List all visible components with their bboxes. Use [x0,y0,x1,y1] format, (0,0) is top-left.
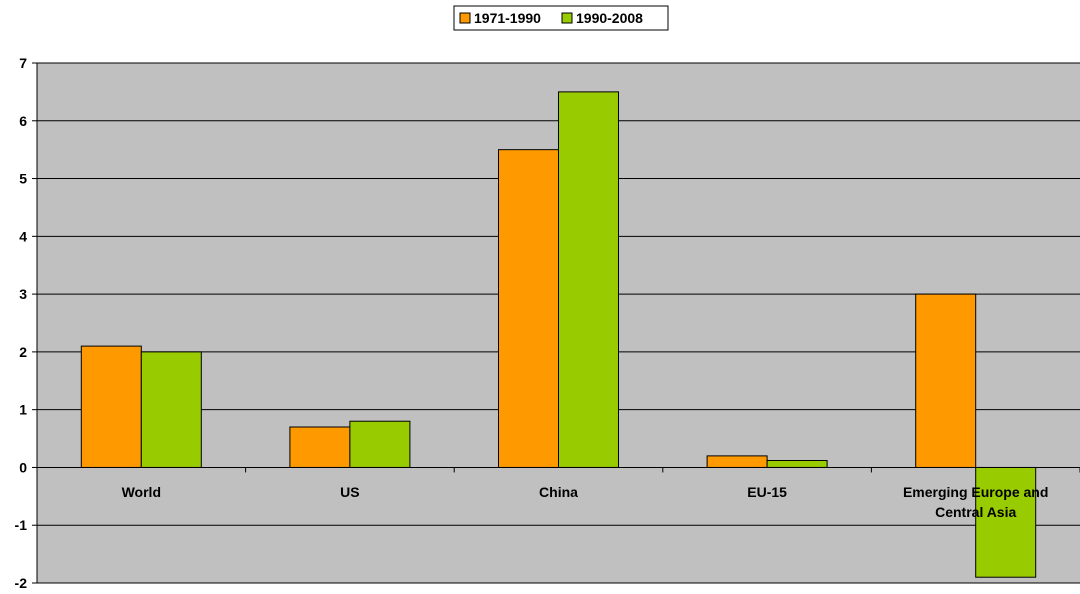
x-tick-label: China [539,484,578,500]
bar [289,426,351,468]
bar [80,345,142,468]
y-tick-label: -2 [15,575,28,591]
chart-legend: 1971-1990 1990-2008 [453,5,669,31]
bar [975,466,1037,578]
legend-swatch [561,12,573,24]
y-tick-label: 7 [19,55,27,71]
bar [706,455,768,468]
axes [36,63,1080,583]
bars [80,91,1037,578]
legend-label: 1990-2008 [576,10,643,26]
bar [498,149,559,468]
bar [558,91,619,468]
bar [140,351,202,468]
legend-label: 1971-1990 [474,10,541,26]
x-tick-label: US [340,484,359,500]
x-axis-labels: World US China EU-15 Emerging Europe and Cent… [122,484,1049,520]
y-tick-label: 2 [19,344,27,360]
y-tick-label: 6 [19,113,27,129]
y-tick-label: 5 [19,171,27,187]
x-tick-label: World [122,484,161,500]
x-tick-label: Central Asia [935,504,1016,520]
y-tick-label: -1 [15,517,28,533]
legend-box [453,5,669,31]
y-tick-label: 4 [19,228,27,244]
y-tick-label: 3 [19,286,27,302]
y-tick-label: 0 [19,459,27,475]
x-tick-label: Emerging Europe and [903,484,1048,500]
bar [915,293,977,468]
bar [766,460,828,468]
x-tick-label: EU-15 [747,484,787,500]
bar [349,420,411,468]
legend-swatch [459,12,471,24]
y-axis-ticks: -2 -1 0 1 2 3 4 5 6 7 [15,55,37,591]
y-tick-label: 1 [19,402,27,418]
